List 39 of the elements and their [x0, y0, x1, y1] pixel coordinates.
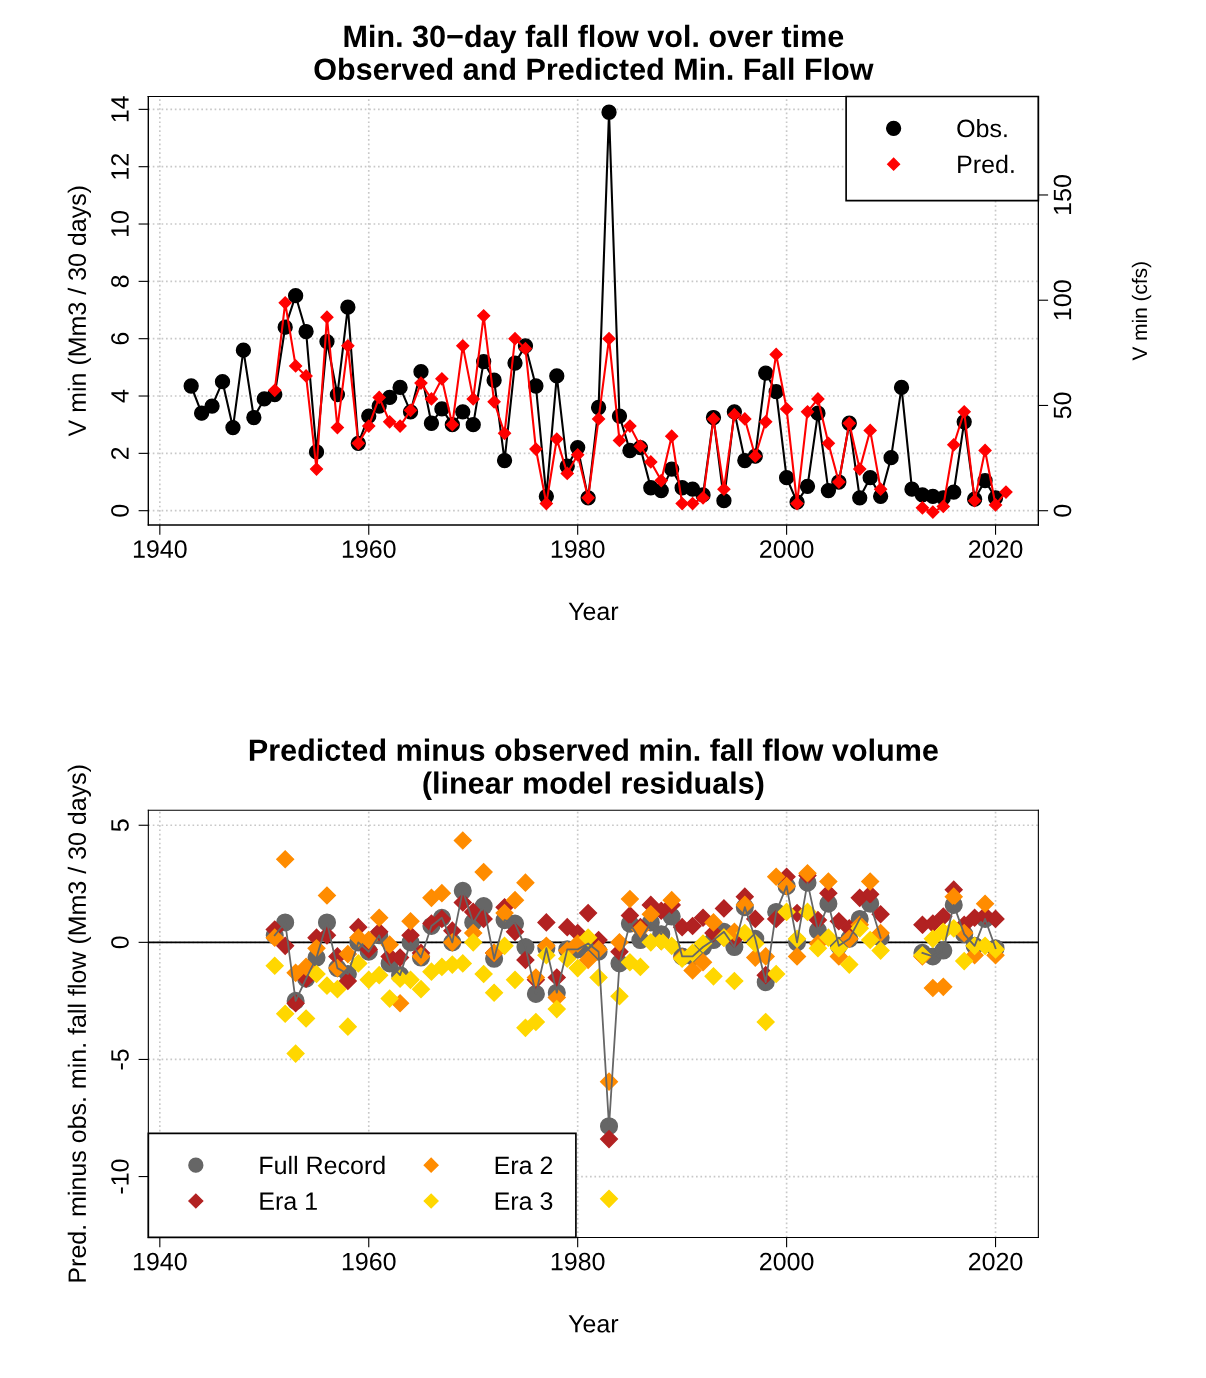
x-tick-label: 1940: [133, 540, 187, 558]
y-tick-label: 10: [111, 211, 129, 237]
legend-label: Era 3: [495, 1192, 553, 1210]
y-tick-label: -5: [111, 1049, 129, 1070]
y2-tick-label: 100: [1053, 280, 1072, 320]
x-axis-title: Year: [568, 602, 619, 621]
y2-tick-label: 50: [1053, 392, 1072, 419]
y-tick-label: 6: [111, 332, 129, 345]
y-tick-label: 4: [111, 389, 129, 403]
y-tick-label: 12: [111, 154, 129, 179]
y-tick-label: 8: [111, 275, 129, 288]
y-tick-label: 2: [111, 447, 129, 460]
legend-label: Era 2: [495, 1156, 553, 1175]
chart-title: Min. 30−day fall flow vol. over time Observed and Predicted Min. Fall Flow: [314, 24, 874, 81]
y-tick-label: 5: [111, 819, 129, 832]
y-axis-title: Pred. minus obs. min. fall flow (Mm3 / 30 days): [67, 765, 92, 1282]
y-axis-title: V min (Mm3 / 30 days): [67, 186, 92, 437]
y2-axis-title: V min (cfs): [1131, 262, 1152, 361]
x-tick-label: 2020: [968, 540, 1023, 558]
x-axis-title: Year: [568, 1315, 619, 1333]
x-tick-label: 1940: [133, 1252, 187, 1271]
y-tick-label: 14: [111, 96, 129, 122]
y-tick-label: 0: [111, 936, 129, 949]
x-tick-label: 1980: [551, 540, 605, 558]
x-tick-label: 1960: [342, 540, 396, 558]
y-tick-label: -10: [111, 1159, 129, 1194]
y-tick-label: 0: [111, 504, 129, 517]
legend-label: Pred.: [958, 154, 1014, 174]
legend-label: Full Record: [260, 1155, 385, 1175]
legend-label: Obs.: [957, 118, 1007, 138]
x-tick-label: 2000: [760, 1252, 814, 1271]
y2-tick-label: 150: [1053, 175, 1072, 214]
y2-tick-label: 0: [1053, 504, 1072, 517]
chart-title: Predicted minus observed min. fall flow volume (linear model residuals): [249, 738, 938, 800]
legend-label: Era 1: [260, 1192, 317, 1210]
x-tick-label: 2020: [968, 1252, 1023, 1271]
x-tick-label: 1980: [551, 1252, 605, 1271]
x-tick-label: 1960: [342, 1252, 396, 1271]
x-tick-label: 2000: [760, 540, 814, 558]
